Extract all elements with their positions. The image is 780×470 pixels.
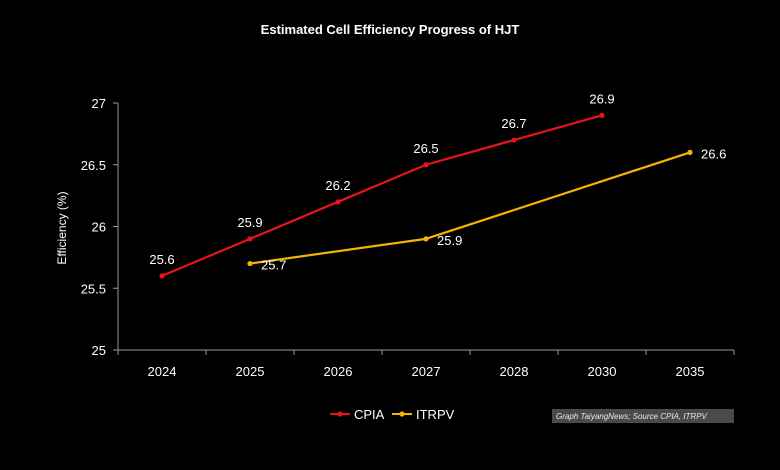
- data-label-cpia: 26.7: [501, 116, 526, 131]
- data-point-cpia: [511, 137, 517, 143]
- data-label-cpia: 26.9: [589, 91, 614, 106]
- x-tick-label: 2024: [148, 364, 177, 379]
- x-tick-label: 2028: [500, 364, 529, 379]
- x-tick-label: 2025: [236, 364, 265, 379]
- y-tick-label: 27: [92, 96, 106, 111]
- y-tick-label: 26: [92, 220, 106, 235]
- y-axis-label: Efficiency (%): [55, 191, 69, 264]
- y-tick-label: 25.5: [81, 281, 106, 296]
- x-tick-label: 2027: [412, 364, 441, 379]
- source-note: Graph TaiyangNews; Source CPIA, ITRPV: [556, 412, 708, 421]
- data-label-cpia: 26.5: [413, 141, 438, 156]
- legend-label-cpia: CPIA: [354, 407, 385, 422]
- y-tick-label: 26.5: [81, 158, 106, 173]
- legend-label-itrpv: ITRPV: [416, 407, 455, 422]
- data-label-cpia: 26.2: [325, 178, 350, 193]
- legend-marker-itrpv: [399, 411, 405, 417]
- series-line-itrpv: [249, 151, 691, 265]
- data-point-cpia: [423, 162, 429, 168]
- data-label-itrpv: 25.9: [437, 233, 462, 248]
- data-point-itrpv: [423, 236, 429, 242]
- data-point-cpia: [159, 273, 165, 279]
- series-line-cpia: [161, 114, 603, 277]
- data-label-itrpv: 25.7: [261, 258, 286, 273]
- y-tick-label: 25: [92, 343, 106, 358]
- x-tick-label: 2030: [588, 364, 617, 379]
- source-note-box: [552, 409, 734, 423]
- data-label-itrpv: 26.6: [701, 146, 726, 161]
- data-point-itrpv: [687, 149, 693, 155]
- x-tick-label: 2035: [676, 364, 705, 379]
- x-tick-label: 2026: [324, 364, 353, 379]
- data-point-itrpv: [247, 260, 253, 267]
- data-point-cpia: [599, 112, 605, 118]
- data-label-cpia: 25.9: [237, 215, 262, 230]
- data-point-cpia: [335, 199, 341, 205]
- legend-marker-cpia: [337, 411, 343, 417]
- data-label-cpia: 25.6: [149, 252, 174, 267]
- data-point-cpia: [247, 236, 253, 242]
- chart-title: Estimated Cell Efficiency Progress of HJ…: [261, 22, 520, 37]
